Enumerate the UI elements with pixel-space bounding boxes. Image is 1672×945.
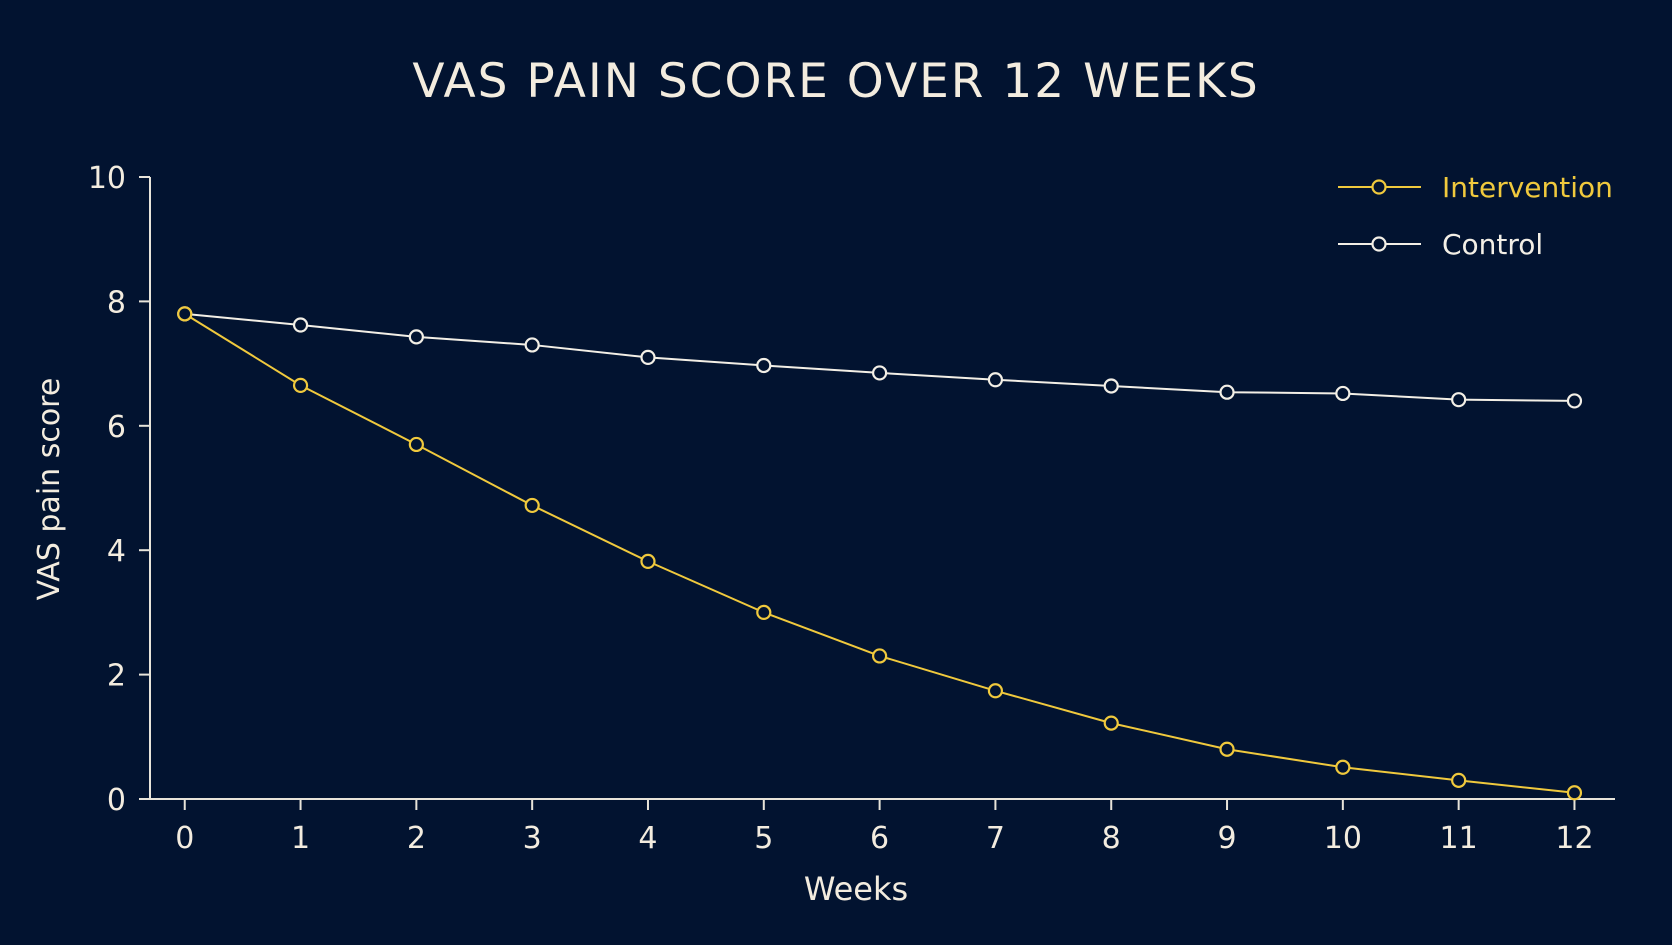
data-point-control [1451,392,1467,408]
data-point-control [1103,378,1119,394]
data-point-intervention [1335,759,1351,775]
series-layer [177,306,1583,801]
x-tick-label: 4 [638,821,657,856]
data-point-control [872,365,888,381]
data-point-control [292,317,309,333]
y-axis-label: VAS pain score [32,378,67,601]
data-point-control [1219,384,1235,400]
legend-marker-intervention [1371,179,1387,195]
legend-item-intervention: Intervention [1338,171,1613,204]
data-point-intervention [1566,785,1583,801]
data-point-control [408,329,424,345]
data-point-intervention [292,377,309,393]
x-tick-label: 12 [1555,821,1593,856]
data-point-intervention [1451,772,1467,788]
x-tick-label: 5 [754,821,773,856]
chart-title: VAS PAIN SCORE OVER 12 WEEKS [412,54,1259,109]
data-point-intervention [177,306,193,322]
axes [149,177,1615,800]
y-tick-label: 10 [88,161,126,196]
data-point-intervention [756,604,772,621]
data-point-control [1335,385,1351,402]
x-tick-label: 8 [1102,821,1121,856]
x-tick-label: 9 [1217,821,1236,856]
x-tick-label: 3 [523,821,542,856]
x-tick-label: 0 [175,821,194,856]
x-tick-label: 10 [1324,821,1362,856]
x-tick-label: 1 [291,821,310,856]
data-point-intervention [524,497,540,514]
series-control [177,306,1583,409]
legend-label-intervention: Intervention [1442,171,1613,204]
y-tick-label: 6 [107,410,126,445]
x-tick-label: 11 [1440,821,1478,856]
data-point-intervention [640,553,656,569]
x-tick-label: 2 [407,821,426,856]
data-point-control [1566,393,1583,409]
y-axis-ticks: 0 2 4 6 8 10 [88,161,150,818]
legend-marker-control [1371,236,1387,252]
data-point-intervention [1219,741,1235,757]
x-axis-ticks: 0 1 2 3 4 5 6 7 8 9 10 11 12 [175,799,1594,856]
data-point-control [987,372,1004,388]
x-tick-label: 6 [870,821,889,856]
y-tick-label: 0 [107,783,126,818]
data-point-control [524,337,540,353]
y-tick-label: 8 [107,285,126,320]
legend-label-control: Control [1442,228,1543,261]
y-tick-label: 4 [107,534,126,569]
legend: Intervention Control [1338,171,1613,261]
data-point-intervention [872,648,888,664]
data-point-intervention [1103,715,1119,731]
legend-item-control: Control [1338,228,1543,261]
data-point-intervention [408,436,424,453]
data-point-control [756,357,772,374]
x-axis-label: Weeks [804,870,908,908]
y-tick-label: 2 [107,659,126,694]
data-point-control [640,349,656,365]
series-intervention [177,306,1583,801]
data-point-intervention [987,683,1004,699]
x-tick-label: 7 [986,821,1005,856]
